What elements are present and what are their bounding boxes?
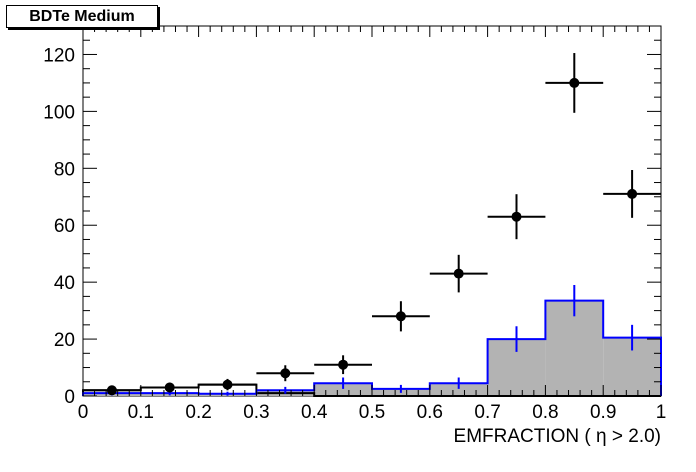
data-point — [395, 311, 406, 322]
fill-bar — [314, 383, 372, 396]
data-point — [569, 77, 580, 88]
y-tick-label: 100 — [43, 102, 75, 123]
x-tick-label: 0.9 — [590, 402, 616, 423]
fill-bar — [545, 300, 604, 396]
x-tick-label: 0 — [78, 402, 89, 423]
y-tick-label: 40 — [54, 273, 75, 294]
axes-layer: 0 0.1 0.2 0.3 0.4 0.5 0.6 0.7 0.8 0.9 1 0 20 40 60 80 10… — [43, 25, 667, 423]
x-tick-label: 0.8 — [532, 402, 558, 423]
data-point — [338, 359, 349, 370]
data-points-layer — [83, 53, 661, 396]
y-tick-label: 20 — [54, 330, 75, 351]
x-tick-label: 1 — [656, 402, 667, 423]
x-tick-label: 0.7 — [474, 402, 500, 423]
data-point — [511, 211, 522, 222]
y-tick-label: 60 — [54, 216, 75, 237]
x-axis-label: EMFRACTION ( η > 2.0) — [454, 426, 661, 447]
x-tick-label: 0.2 — [185, 402, 211, 423]
chart-title: BDTe Medium — [6, 5, 158, 28]
y-tick-label: 120 — [43, 45, 75, 66]
data-point — [222, 379, 233, 390]
data-point — [106, 385, 117, 396]
data-point — [164, 382, 175, 393]
data-point — [627, 188, 638, 199]
data-point — [453, 268, 464, 279]
y-tick-label: 0 — [64, 387, 75, 408]
x-tick-label: 0.1 — [128, 402, 154, 423]
fill-bar — [429, 383, 488, 396]
x-tick-label: 0.6 — [417, 402, 443, 423]
x-tick-label: 0.4 — [301, 402, 328, 423]
y-tick-label: 80 — [54, 159, 75, 180]
x-tick-label: 0.3 — [243, 402, 269, 423]
data-point — [280, 368, 291, 379]
x-tick-label: 0.5 — [359, 402, 385, 423]
